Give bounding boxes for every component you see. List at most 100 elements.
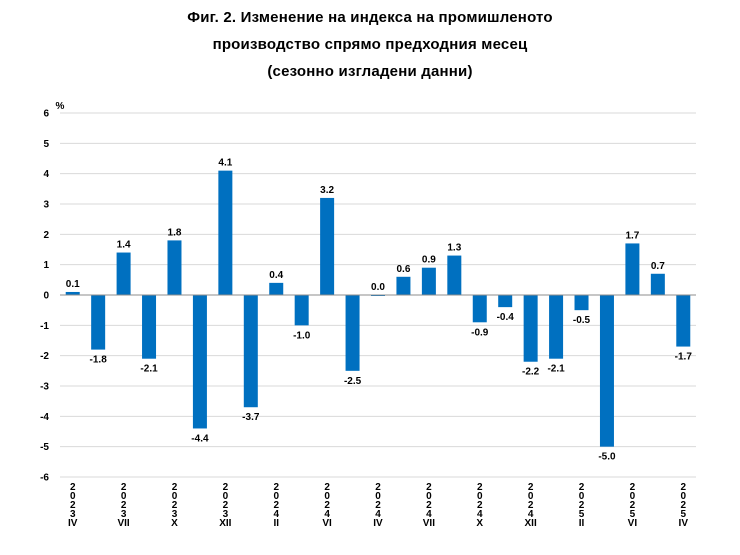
y-tick-label: -5 [40,442,49,453]
bar [421,267,436,295]
data-label: 1.3 [447,243,461,254]
data-label: 0.7 [651,261,665,272]
y-tick-label: -2 [40,351,49,362]
bar [625,243,640,295]
x-tick-label-part: 3 [121,509,127,520]
bar [269,282,284,295]
x-tick-label-part: IV [373,518,383,529]
x-tick-label-part: 2 [375,500,381,511]
x-tick-label-part: 0 [426,491,432,502]
x-tick-label-part: 2 [680,482,686,493]
data-label: -4.4 [191,433,209,444]
data-label: 0.9 [422,255,436,266]
data-label: -2.2 [522,367,540,378]
x-tick-label-part: VI [322,518,332,529]
bars [65,170,691,447]
x-tick-label-part: 0 [579,491,585,502]
x-tick-label-part: 3 [172,509,178,520]
x-tick-label-part: 0 [630,491,636,502]
data-labels: 0.1 -1.8 1.4 -2.1 1.8 -4.4 4.1 -3.7 0.4 -1.0 3.2 -2… [66,158,693,463]
x-tick-label-part: 2 [172,500,178,511]
x-tick-label-part: 2 [273,500,279,511]
x-tick-label-part: 2 [477,500,483,511]
data-label: -1.7 [675,352,693,363]
x-tick-label-part: 2 [579,500,585,511]
bar [243,295,258,408]
x-axis-tick-labels: 2023IV2023VII2023X2023XII2024II2024VI202… [68,482,688,529]
x-tick-label-part: 3 [223,509,229,520]
bar [599,295,614,447]
bar [396,276,411,295]
x-tick-label-part: 4 [528,509,534,520]
x-tick-label-part: 2 [273,482,279,493]
data-label: -2.1 [547,364,565,375]
bar [676,295,691,347]
bar [116,252,131,295]
chart-title-line-2: производство спрямо предходния месец [212,36,528,53]
x-tick-label-part: 2 [528,482,534,493]
data-label: 0.4 [269,270,283,281]
x-tick-label-part: IV [68,518,78,529]
data-label: 3.2 [320,185,334,196]
data-label: -2.1 [140,364,158,375]
x-tick-label-part: 2 [579,482,585,493]
x-tick-label-part: XII [525,518,537,529]
x-tick-label-part: 2 [630,482,636,493]
x-tick-label-part: 3 [70,509,76,520]
x-tick-label-part: VII [117,518,129,529]
data-label: -3.7 [242,412,260,423]
bar [294,295,309,326]
y-tick-label: -4 [40,412,49,423]
data-label: -0.4 [497,312,515,323]
y-tick-label: -1 [40,321,49,332]
bar [167,240,182,295]
x-tick-label-part: 4 [375,509,381,520]
y-axis-tick-labels: 6 5 4 3 2 1 0 -1 -2 -3 -4 -5 -6 [40,109,49,484]
x-tick-label-part: 2 [223,500,229,511]
x-tick-label-part: 0 [121,491,127,502]
x-tick-label-part: 2 [630,500,636,511]
data-label: 1.4 [117,240,131,251]
x-tick-label-part: 0 [477,491,483,502]
x-tick-label-part: 2 [70,500,76,511]
x-tick-label-part: 0 [324,491,330,502]
x-tick-label-part: VII [423,518,435,529]
data-label: -0.9 [471,327,489,338]
bar [142,295,157,359]
bar [91,295,106,350]
x-tick-label-part: VI [628,518,638,529]
x-tick-label-part: 2 [172,482,178,493]
y-tick-label: 2 [43,230,49,241]
data-label: -1.0 [293,330,311,341]
data-label: -2.5 [344,376,362,387]
data-label: -1.8 [90,355,108,366]
x-tick-label-part: 0 [223,491,229,502]
x-tick-label-part: 2 [121,482,127,493]
x-tick-label-part: 4 [477,509,483,520]
x-tick-label-part: X [171,518,178,529]
x-tick-label-part: 0 [273,491,279,502]
bar [218,170,233,295]
x-tick-label-part: 0 [528,491,534,502]
x-tick-label-part: 2 [223,482,229,493]
x-tick-label-part: 5 [579,509,585,520]
x-tick-label-part: 2 [70,482,76,493]
bar [447,255,462,295]
y-tick-label: 4 [43,169,49,180]
x-tick-label-part: 4 [426,509,432,520]
x-tick-label-part: 0 [375,491,381,502]
data-label: 0.6 [396,264,410,275]
bar [650,273,665,295]
x-tick-label-part: 2 [528,500,534,511]
x-tick-label-part: 4 [324,509,330,520]
